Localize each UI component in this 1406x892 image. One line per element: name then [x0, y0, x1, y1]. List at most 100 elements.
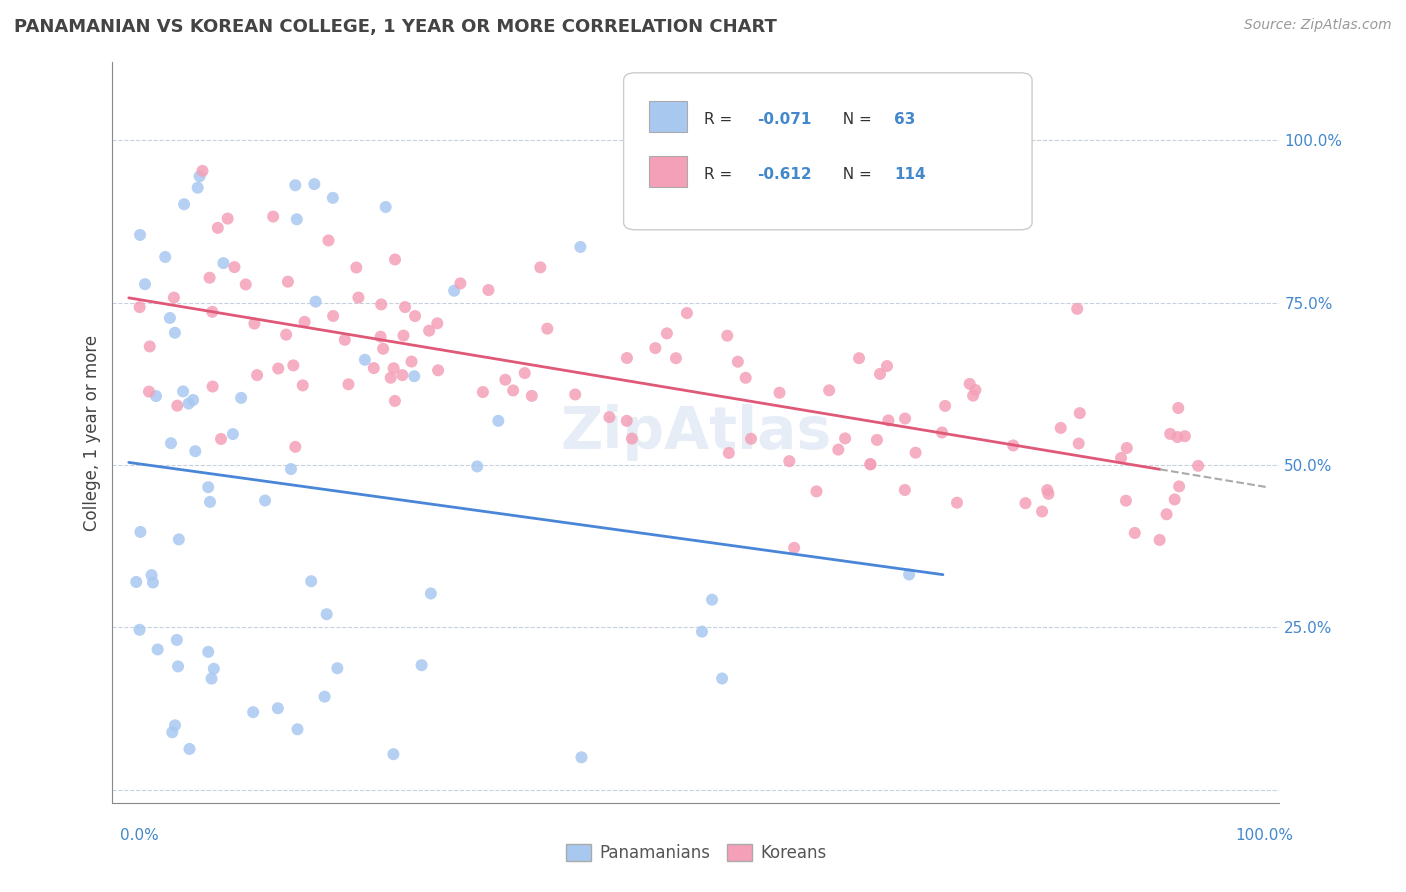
- Point: [314, 690, 336, 704]
- Point: [644, 341, 666, 355]
- Point: [449, 277, 471, 291]
- Point: [201, 379, 224, 393]
- Point: [711, 672, 734, 686]
- Point: [717, 446, 740, 460]
- Point: [571, 750, 593, 764]
- Point: [778, 454, 800, 468]
- Point: [235, 277, 257, 292]
- Point: [347, 291, 370, 305]
- Point: [134, 277, 156, 292]
- Point: [229, 391, 252, 405]
- Point: [337, 377, 360, 392]
- Point: [392, 328, 415, 343]
- Point: [866, 433, 889, 447]
- Point: [222, 427, 245, 442]
- Point: [962, 389, 984, 403]
- Point: [197, 645, 219, 659]
- Text: R =: R =: [704, 112, 737, 127]
- Point: [1036, 483, 1059, 497]
- Point: [894, 411, 917, 425]
- Point: [207, 220, 229, 235]
- Point: [529, 260, 551, 275]
- Text: 114: 114: [894, 167, 927, 182]
- Point: [1115, 493, 1137, 508]
- Point: [536, 321, 558, 335]
- Point: [284, 178, 307, 193]
- Point: [834, 431, 856, 445]
- Point: [427, 363, 450, 377]
- Point: [384, 252, 406, 267]
- Point: [676, 306, 699, 320]
- Point: [370, 329, 392, 343]
- Point: [1167, 401, 1189, 415]
- Point: [655, 326, 678, 341]
- FancyBboxPatch shape: [650, 156, 686, 187]
- Point: [877, 413, 900, 427]
- Text: Source: ZipAtlas.com: Source: ZipAtlas.com: [1244, 18, 1392, 32]
- Point: [931, 425, 953, 440]
- Point: [1049, 421, 1071, 435]
- Point: [322, 309, 344, 323]
- Point: [322, 191, 344, 205]
- Point: [1149, 533, 1171, 547]
- Point: [172, 384, 194, 399]
- Point: [1109, 450, 1132, 465]
- Point: [187, 180, 209, 194]
- Point: [1002, 438, 1025, 452]
- Point: [734, 371, 756, 385]
- Point: [179, 742, 201, 756]
- Point: [370, 297, 392, 311]
- Point: [262, 210, 284, 224]
- Point: [946, 496, 969, 510]
- Point: [1159, 426, 1181, 441]
- Point: [426, 316, 449, 330]
- Point: [246, 368, 269, 383]
- Text: -0.612: -0.612: [756, 167, 811, 182]
- Point: [142, 575, 165, 590]
- Point: [198, 495, 221, 509]
- Point: [280, 462, 302, 476]
- Point: [145, 389, 167, 403]
- Point: [1038, 487, 1060, 501]
- Point: [1163, 492, 1185, 507]
- Point: [1066, 301, 1088, 316]
- Legend: Panamanians, Koreans: Panamanians, Koreans: [560, 837, 832, 869]
- Point: [125, 574, 148, 589]
- Point: [243, 317, 266, 331]
- Point: [242, 705, 264, 719]
- Point: [443, 284, 465, 298]
- Point: [202, 662, 225, 676]
- Point: [299, 574, 322, 589]
- Point: [315, 607, 337, 622]
- Point: [294, 315, 316, 329]
- FancyBboxPatch shape: [650, 101, 686, 132]
- Point: [167, 533, 190, 547]
- Text: 0.0%: 0.0%: [120, 828, 159, 843]
- Point: [188, 169, 211, 184]
- Point: [291, 378, 314, 392]
- Point: [564, 387, 586, 401]
- Point: [1174, 429, 1197, 443]
- Point: [146, 642, 169, 657]
- Point: [277, 275, 299, 289]
- Point: [768, 385, 790, 400]
- Point: [569, 240, 592, 254]
- Point: [1187, 458, 1209, 473]
- FancyBboxPatch shape: [624, 73, 1032, 230]
- Point: [138, 384, 160, 399]
- Point: [181, 392, 204, 407]
- Point: [318, 234, 340, 248]
- Text: R =: R =: [704, 167, 737, 182]
- Point: [1115, 441, 1137, 455]
- Point: [191, 164, 214, 178]
- Point: [827, 442, 849, 457]
- Point: [129, 227, 152, 242]
- Point: [818, 384, 841, 398]
- Point: [502, 384, 524, 398]
- Point: [198, 270, 221, 285]
- Point: [354, 352, 377, 367]
- Point: [267, 701, 290, 715]
- Point: [138, 339, 160, 353]
- Point: [783, 541, 806, 555]
- Point: [167, 659, 190, 673]
